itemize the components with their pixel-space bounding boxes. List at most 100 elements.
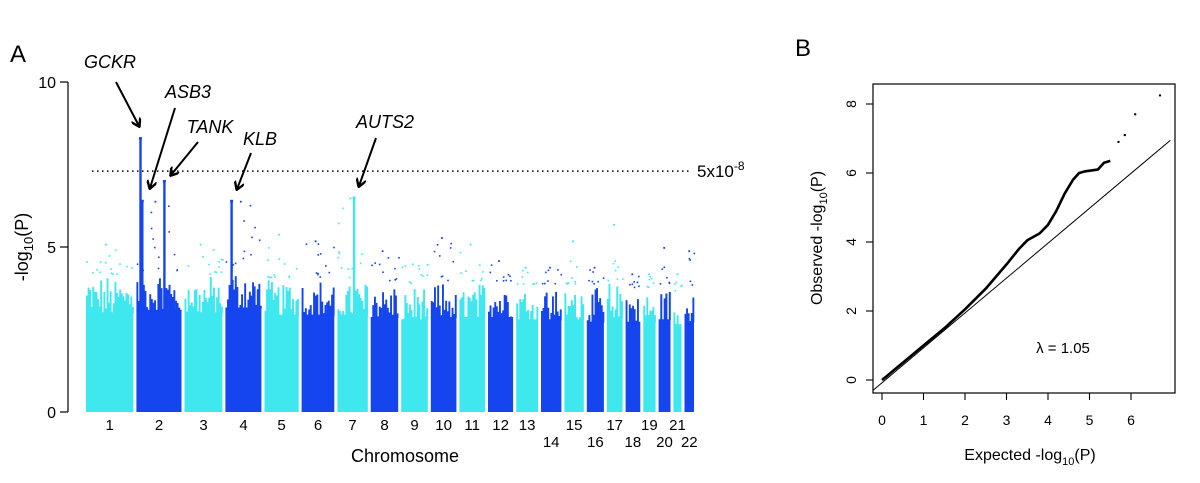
chromosome-9-column	[405, 303, 408, 321]
chromosome-18-point	[638, 285, 640, 288]
chromosome-18-point	[633, 281, 635, 283]
chromosome-11-column	[461, 297, 463, 318]
chromosome-6-point	[317, 273, 319, 276]
chromosome-13-point	[522, 269, 524, 272]
chromosome-16-point	[588, 279, 590, 282]
chromosome-9-column	[410, 309, 413, 321]
chromosome-9-point	[418, 268, 421, 270]
chromosome-13-bulk	[516, 319, 538, 412]
chromosome-14-column	[552, 296, 554, 321]
chromosome-17-column	[611, 306, 614, 318]
chromosome-13-column	[519, 299, 522, 321]
chromosome-2-point	[173, 253, 176, 256]
chromosome-5-column	[285, 287, 288, 316]
chromosome-14-column	[558, 316, 561, 321]
chromosome-8-column	[390, 295, 392, 318]
chromosome-8-point	[378, 263, 381, 266]
chromosome-label-15: 15	[566, 417, 583, 434]
chromosome-1-point	[131, 267, 133, 269]
chromosome-16-column	[594, 289, 597, 323]
chromosome-8-column	[396, 313, 399, 318]
chromosome-21-column	[675, 323, 677, 326]
chromosome-14-column	[544, 296, 546, 321]
chromosome-15-column	[570, 300, 573, 321]
chromosome-4-column	[236, 286, 239, 309]
chromosome-7-column	[339, 311, 341, 316]
chromosome-label-3: 3	[199, 417, 207, 434]
chromosome-label-6: 6	[314, 417, 322, 434]
chromosome-17-point	[622, 278, 624, 280]
chromosome-12-point	[496, 280, 498, 282]
chromosome-3-column	[216, 297, 218, 314]
chromosome-4-column	[259, 305, 262, 309]
chromosome-1-column	[116, 293, 118, 314]
chromosome-11-point	[478, 264, 481, 266]
chromosome-15-point	[575, 266, 578, 268]
chromosome-7-column	[354, 290, 357, 316]
chromosome-14-column	[559, 309, 562, 321]
chromosome-18-point	[629, 283, 631, 286]
chromosome-11-column	[469, 298, 471, 318]
gene-label-asb3: ASB3	[164, 82, 211, 102]
chromosome-1-column	[92, 287, 95, 314]
chromosome-14-column	[542, 308, 545, 321]
chromosome-4-column	[227, 299, 229, 309]
chromosome-17-column	[610, 310, 612, 318]
chromosome-label-19: 19	[641, 417, 658, 434]
chromosome-2-column	[159, 278, 161, 311]
qq-x-tick-label: 1	[920, 412, 928, 428]
manhattan-points	[86, 137, 696, 412]
chromosome-13-column	[530, 311, 533, 321]
chromosome-7-point	[340, 267, 343, 269]
chromosome-14-bulk	[541, 319, 562, 412]
chromosome-21-column	[673, 312, 676, 326]
chromosome-2-column	[160, 288, 163, 311]
chromosome-11-point	[459, 251, 462, 254]
chromosome-12-column	[492, 307, 495, 318]
chromosome-11-point	[460, 272, 462, 274]
hit-gckr-spike	[139, 138, 142, 412]
chromosome-16-column	[599, 298, 602, 323]
chromosome-9-point	[426, 274, 429, 276]
chromosome-8-point	[387, 257, 390, 259]
chromosome-10-point	[433, 250, 436, 253]
chromosome-6-point	[317, 243, 320, 245]
chromosome-3-point	[208, 263, 210, 266]
chromosome-2-column	[152, 302, 155, 311]
chromosome-18-column	[625, 300, 628, 323]
chromosome-17-point	[617, 266, 619, 268]
qq-x-tick-label: 3	[1003, 412, 1011, 428]
chromosome-1-column	[119, 289, 122, 314]
chromosome-9-point	[422, 275, 424, 277]
chromosome-label-22: 22	[681, 434, 698, 451]
chromosome-8-column	[374, 296, 376, 318]
chromosome-10-column	[432, 302, 435, 318]
chromosome-2-column	[138, 301, 140, 311]
chromosome-11-column	[462, 292, 465, 318]
chromosome-4-point	[232, 264, 235, 266]
chromosome-12-column	[500, 313, 503, 318]
chromosome-11-point	[472, 279, 475, 282]
chromosome-21-column	[676, 315, 679, 326]
manhattan-y-tick-label: 10	[38, 75, 56, 92]
chromosome-11-point	[479, 279, 482, 282]
chromosome-11-point	[465, 270, 467, 272]
chromosome-8-column	[385, 299, 388, 318]
chromosome-17-column	[614, 309, 617, 318]
chromosome-16-column	[596, 288, 598, 323]
chromosome-6-point	[333, 246, 335, 249]
chromosome-12-bulk	[488, 317, 514, 412]
chromosome-13-column	[536, 306, 539, 321]
chromosome-6-column	[308, 309, 311, 316]
chromosome-22-peak	[688, 250, 691, 253]
qq-y-tick-label: 4	[843, 238, 859, 246]
qq-x-label-main: Expected -log	[964, 447, 1062, 464]
chromosome-20-column	[662, 319, 664, 321]
chromosome-label-14: 14	[543, 434, 560, 451]
chromosome-18-peak	[631, 273, 634, 276]
chromosome-6-column	[319, 282, 322, 316]
chromosome-2-point	[158, 256, 160, 259]
chromosome-3-peak	[199, 243, 202, 246]
chromosome-label-10: 10	[435, 417, 452, 434]
chromosome-20-point	[663, 266, 666, 268]
